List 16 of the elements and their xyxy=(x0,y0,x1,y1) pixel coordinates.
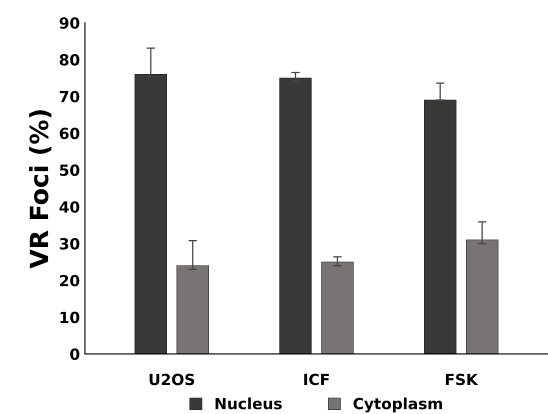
y-axis-title: VR Foci (%) xyxy=(29,110,52,269)
y-tick-label: 40 xyxy=(60,201,80,213)
y-tick-label: 60 xyxy=(60,128,80,140)
y-tick-label: 70 xyxy=(60,90,80,102)
y-tick-label: 90 xyxy=(60,17,80,29)
legend-label: Nucleus xyxy=(216,398,282,410)
x-tick-label: ICF xyxy=(304,374,329,386)
x-tick-label: U2OS xyxy=(150,374,194,386)
y-tick-label: 30 xyxy=(60,238,80,250)
legend-label: Cytoplasm xyxy=(354,398,442,412)
y-tick-label: 80 xyxy=(60,54,80,66)
y-tick-label: 0 xyxy=(70,348,80,360)
y-tick-label: 20 xyxy=(60,274,80,286)
y-tick-label: 50 xyxy=(60,164,80,176)
x-tick-label: FSK xyxy=(446,374,478,386)
y-tick-label: 10 xyxy=(60,312,80,324)
